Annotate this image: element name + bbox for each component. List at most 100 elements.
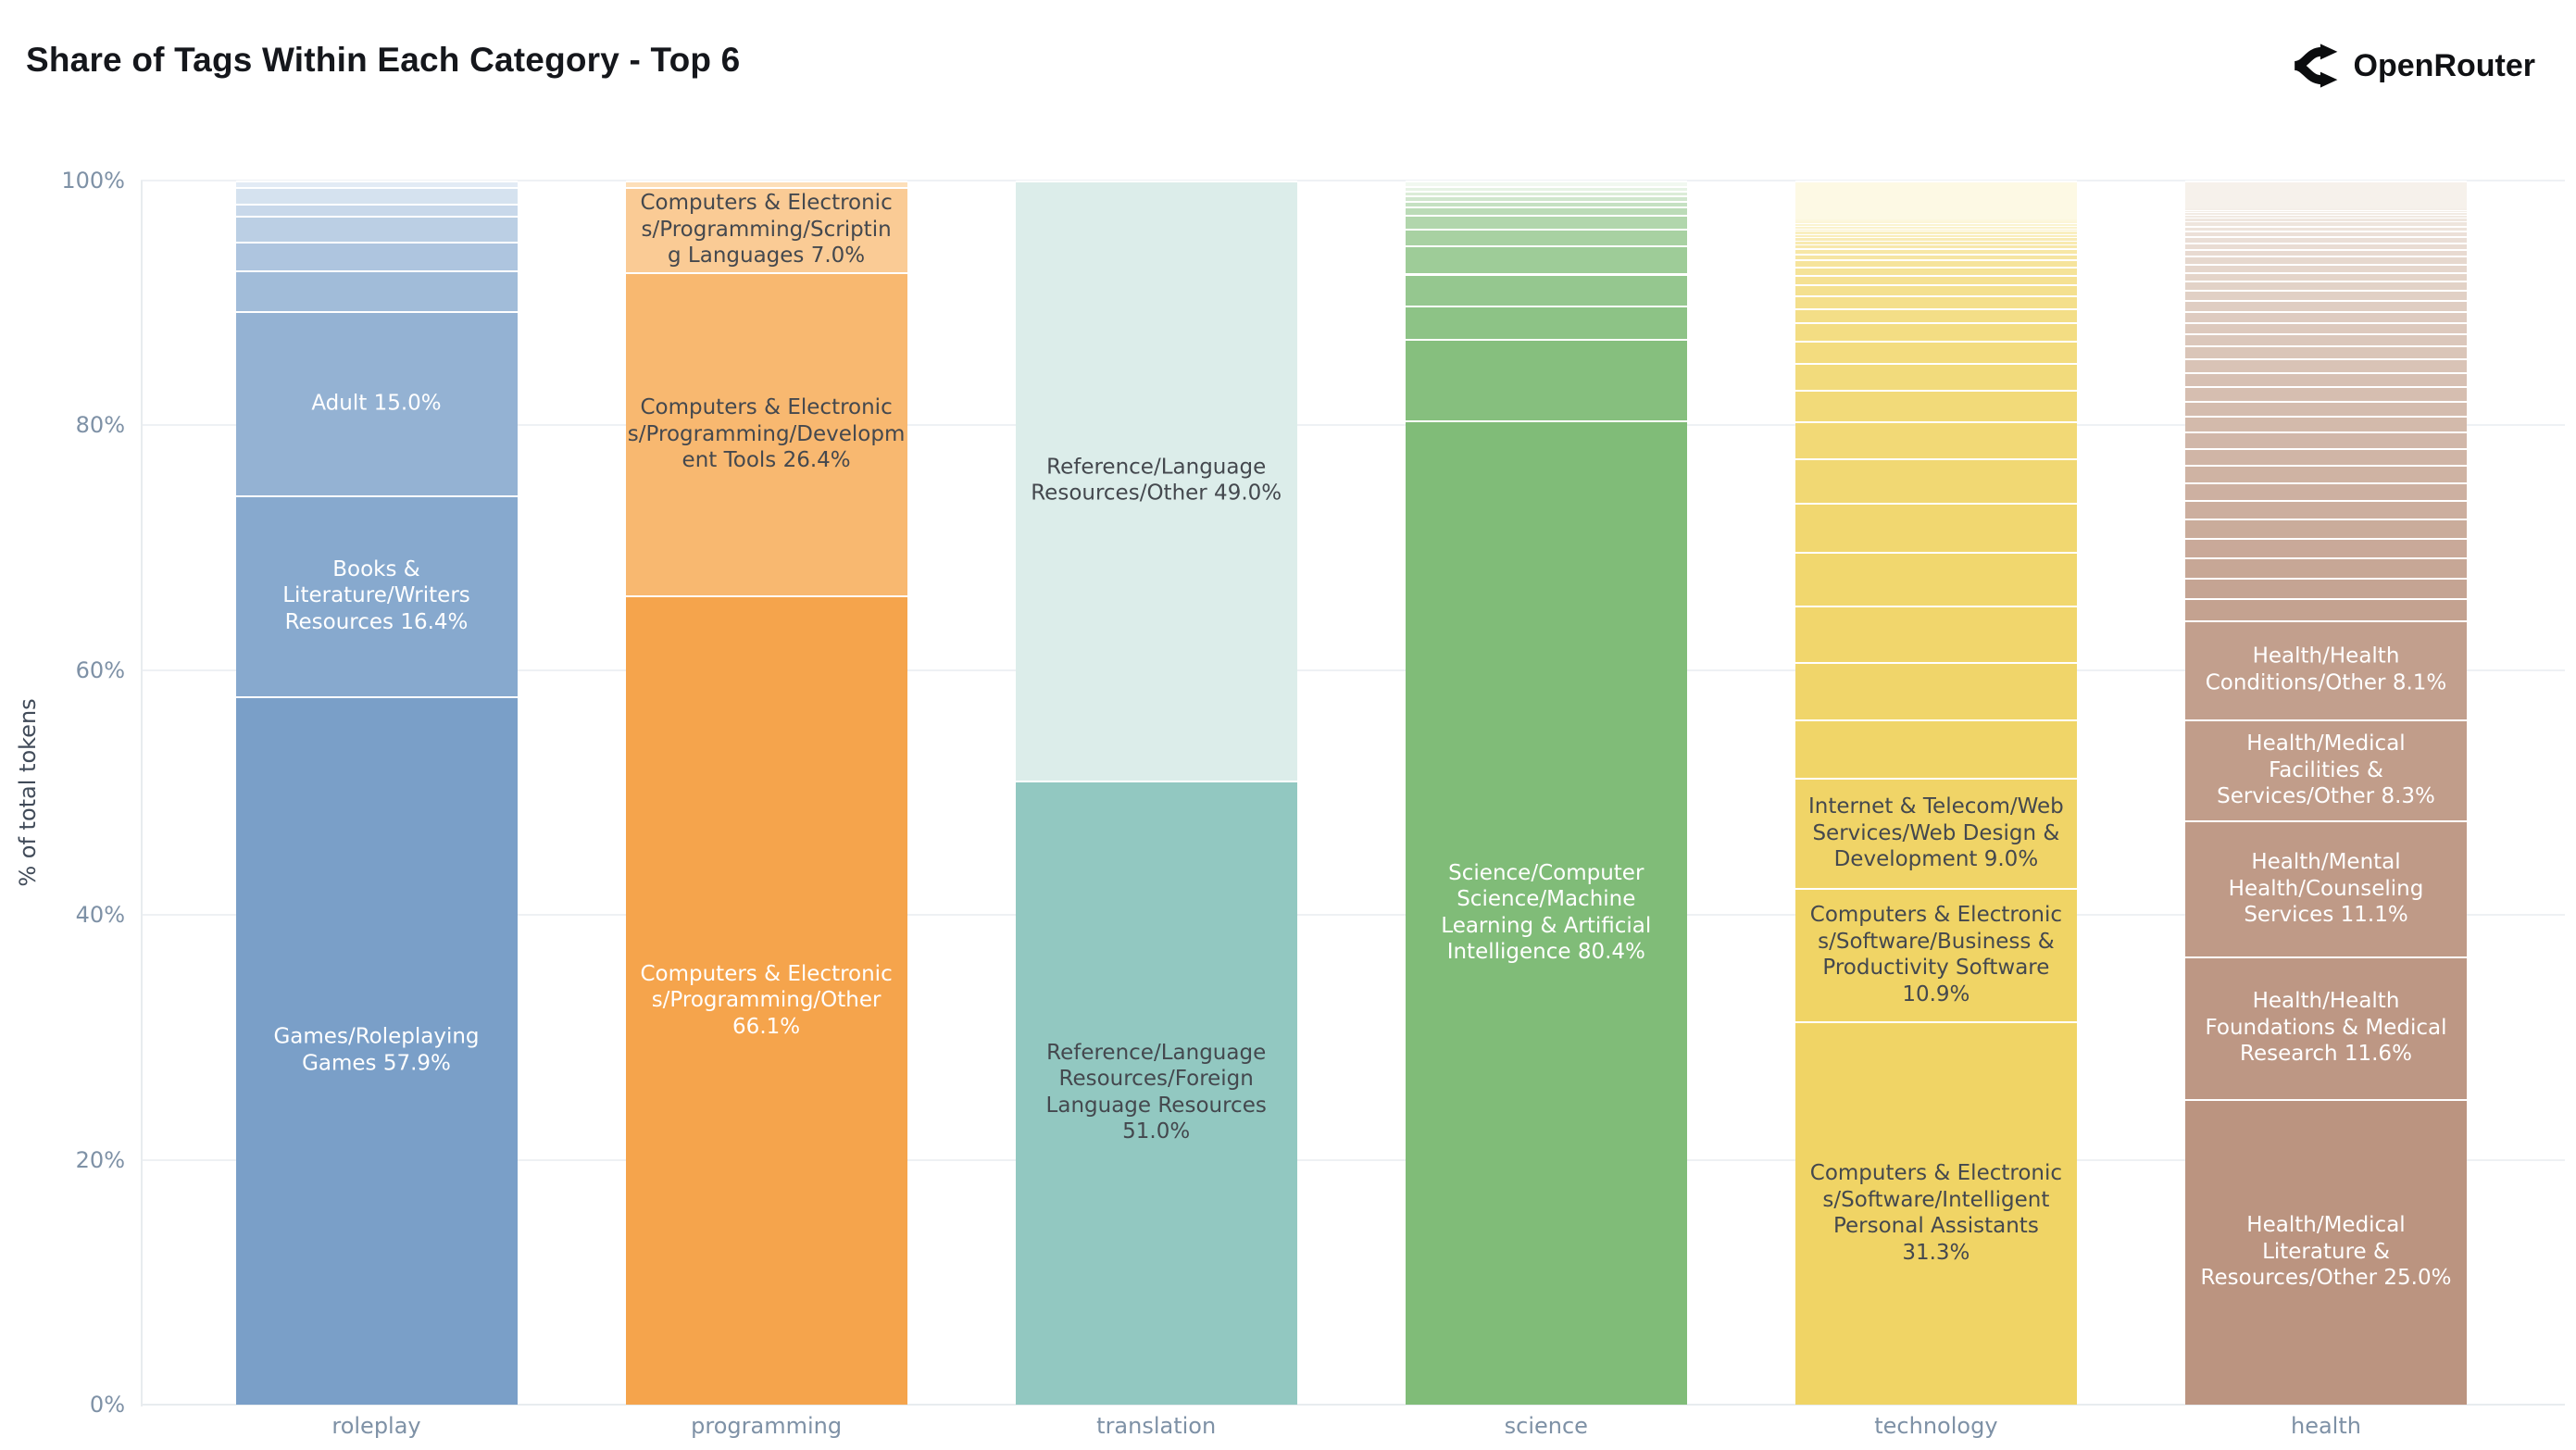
- bar-segment: [2185, 557, 2467, 578]
- bar-segment: [2185, 345, 2467, 359]
- bar-segment: [1405, 420, 1687, 1405]
- bar-segment: [2185, 1098, 2467, 1405]
- bar-segment: [1794, 244, 2077, 249]
- bar-segment: [1794, 266, 2077, 275]
- bar-segment: [1794, 253, 2077, 259]
- bar-segment: [1794, 341, 2077, 363]
- bar-segment: [2185, 263, 2467, 272]
- bar-segment: [1794, 888, 2077, 1022]
- bar-segment: [1794, 390, 2077, 422]
- bar-segment: [2185, 447, 2467, 465]
- bar-segment: [1794, 458, 2077, 503]
- bar-technology: Computers & Electronic s/Software/Intell…: [1794, 181, 2077, 1405]
- bar-segment: [2185, 400, 2467, 417]
- bar-segment: [2185, 371, 2467, 386]
- bar-segment: [2185, 578, 2467, 599]
- openrouter-icon: [2294, 44, 2337, 88]
- y-axis-title: % of total tokens: [15, 698, 41, 887]
- bar-segment: [2185, 236, 2467, 243]
- bar-segment: [2185, 214, 2467, 219]
- bar-segment: [2185, 256, 2467, 264]
- gridline-60: [141, 669, 2565, 671]
- bar-segment: [1405, 245, 1687, 274]
- bar-segment: [1405, 190, 1687, 195]
- bar-segment: [2185, 225, 2467, 231]
- bar-roleplay: Games/Roleplaying Games 57.9% Books & Lit…: [235, 181, 518, 1405]
- bar-segment: [1794, 551, 2077, 606]
- bar-segment: [625, 181, 907, 187]
- bar-segment: [1794, 233, 2077, 237]
- bar-segment: [235, 186, 518, 205]
- bar-segment: [625, 595, 907, 1405]
- bar-segment: [1405, 228, 1687, 246]
- bar-segment: [1794, 421, 2077, 459]
- y-tick-label: 80%: [75, 412, 125, 439]
- bar-segment: [2185, 431, 2467, 448]
- bar-segment: [625, 186, 907, 273]
- bar-segment: [1405, 200, 1687, 206]
- y-tick-label: 20%: [75, 1146, 125, 1173]
- y-tick-label: 0%: [89, 1392, 125, 1418]
- bar-segment: [1794, 719, 2077, 779]
- bar-segment: [1794, 295, 2077, 308]
- gridline-100: [141, 180, 2565, 181]
- bar-segment: [235, 494, 518, 696]
- bar-segment: [2185, 481, 2467, 501]
- bar-segment: [2185, 719, 2467, 821]
- bar-segment: [2185, 519, 2467, 538]
- bar-segment: [2185, 537, 2467, 558]
- bar-segment: [1794, 181, 2077, 220]
- bar-segment: [2185, 956, 2467, 1099]
- bar-segment: [1405, 305, 1687, 339]
- bar-segment: [2185, 464, 2467, 482]
- bar-segment: [1794, 362, 2077, 391]
- bar-segment: [2185, 208, 2467, 210]
- bar-segment: [625, 272, 907, 596]
- bar-segment: [235, 216, 518, 243]
- chart-title: Share of Tags Within Each Category - Top…: [26, 41, 741, 79]
- x-tick-science: science: [1504, 1413, 1588, 1439]
- bar-segment: [1794, 778, 2077, 889]
- y-tick-label: 40%: [75, 902, 125, 929]
- bar-segment: [1015, 181, 1297, 781]
- bar-health: Health/Medical Literature & Resources/Ot…: [2185, 181, 2467, 1405]
- bar-segment: [1794, 284, 2077, 296]
- bar-segment: [1405, 181, 1687, 186]
- bar-segment: [2185, 231, 2467, 237]
- bar-segment: [1794, 1021, 2077, 1405]
- bar-segment: [1794, 661, 2077, 719]
- bar-segment: [2185, 385, 2467, 401]
- gridline-20: [141, 1158, 2565, 1161]
- openrouter-logo-text: OpenRouter: [2353, 47, 2535, 83]
- bar-segment: [2185, 242, 2467, 249]
- bar-segment: [1794, 307, 2077, 323]
- bar-segment: [235, 311, 518, 495]
- openrouter-logo[interactable]: OpenRouter: [2291, 43, 2535, 89]
- y-axis-line: [141, 181, 143, 1406]
- bar-segment: [1794, 248, 2077, 254]
- bar-segment: [1794, 502, 2077, 552]
- bar-segment: [2185, 218, 2467, 222]
- bar-segment: [2185, 358, 2467, 372]
- bar-segment: [1405, 194, 1687, 201]
- bar-segment: [2185, 333, 2467, 346]
- gridline-0: [141, 1404, 2565, 1406]
- bar-segment: [2185, 321, 2467, 334]
- bar-segment: [1794, 225, 2077, 229]
- gridline-40: [141, 914, 2565, 917]
- x-tick-technology: technology: [1874, 1413, 1998, 1439]
- bar-segment: [1015, 780, 1297, 1405]
- bar-segment: [1794, 322, 2077, 342]
- bar-segment: [2185, 221, 2467, 226]
- gridline-80: [141, 424, 2565, 427]
- bar-segment: [1405, 185, 1687, 191]
- y-tick-label: 100%: [61, 168, 125, 194]
- bar-segment: [2185, 248, 2467, 256]
- x-tick-roleplay: roleplay: [331, 1413, 421, 1439]
- bar-segment: [2185, 281, 2467, 291]
- bar-programming: Computers & Electronic s/Programming/Oth…: [625, 181, 907, 1405]
- bar-segment: [2185, 212, 2467, 215]
- bar-segment: [1405, 338, 1687, 421]
- bar-segment: [2185, 500, 2467, 519]
